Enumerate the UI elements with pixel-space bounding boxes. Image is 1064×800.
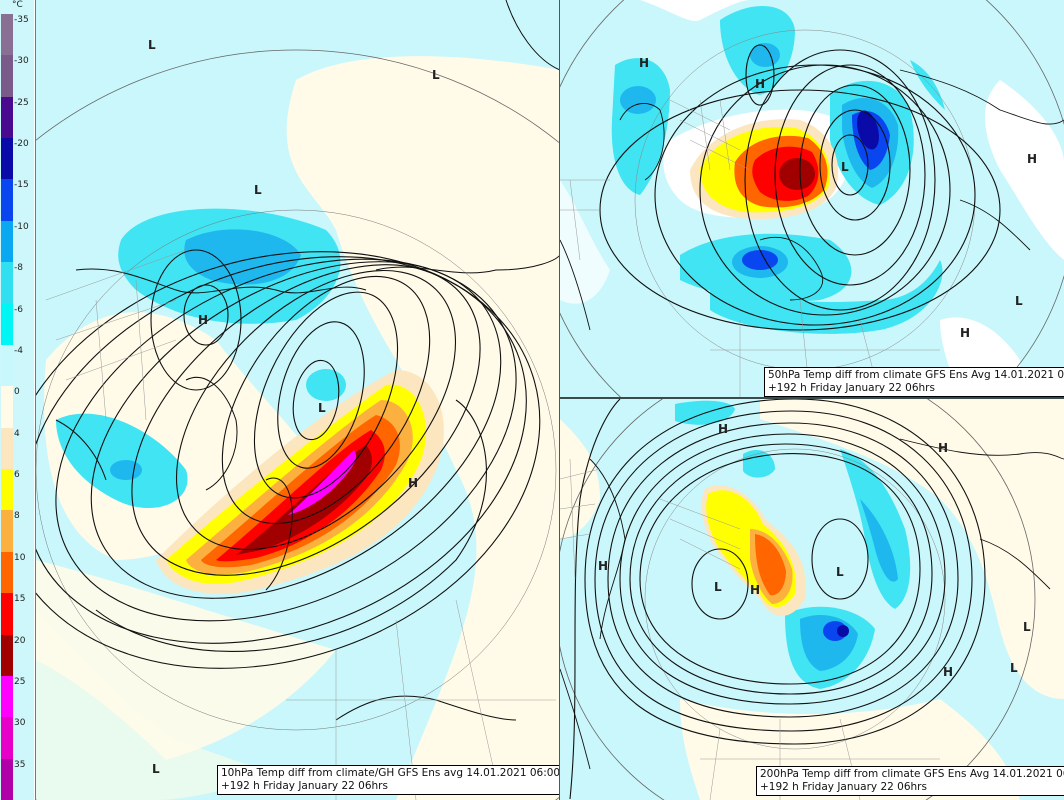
colorbar-swatch: [1, 551, 13, 594]
colorbar-swatch: [1, 220, 13, 263]
high-pressure-marker: H: [1027, 152, 1038, 166]
colorbar-tick-label: -15: [14, 180, 29, 191]
colorbar-tick-label: -8: [14, 263, 23, 274]
colorbar-swatch: [1, 469, 13, 511]
panel-divider-vertical: [559, 0, 560, 800]
colorbar-tick-label: 35: [14, 759, 26, 770]
colorbar-tick-label: 0: [14, 387, 20, 398]
high-pressure-marker: H: [938, 441, 949, 455]
colorbar-tick-label: -10: [14, 221, 29, 232]
colorbar-tick-label: 6: [14, 470, 20, 481]
colorbar-swatch: [1, 386, 13, 428]
caption-50hpa-line1: 50hPa Temp diff from climate GFS Ens Avg…: [768, 369, 1064, 381]
colorbar-swatch: [1, 510, 13, 552]
map-panel-50hpa: H H L H L H 50hPa Temp diff from climate GFS …: [560, 0, 1064, 397]
colorbar-tick-label: 30: [14, 718, 26, 729]
low-pressure-marker: L: [254, 183, 262, 197]
colorbar-swatch: [1, 14, 13, 56]
colorbar-swatch: [1, 55, 13, 97]
caption-10hpa-line2: +192 h Friday January 22 06hrs: [221, 780, 388, 792]
colorbar-swatch: [1, 303, 13, 345]
colorbar-tick-label: -20: [14, 139, 29, 150]
low-pressure-marker: L: [714, 580, 722, 594]
colorbar-swatch: [1, 717, 13, 759]
map-200hpa-graphics: [560, 399, 1064, 800]
caption-50hpa: 50hPa Temp diff from climate GFS Ens Avg…: [764, 367, 1064, 397]
high-pressure-marker: H: [408, 476, 419, 490]
colorbar-tick-label: -25: [14, 97, 29, 108]
colorbar-swatch: [1, 634, 13, 676]
colorbar-tick-label: 10: [14, 552, 26, 563]
high-pressure-marker: H: [755, 77, 766, 91]
colorbar-tick-label: -30: [14, 56, 29, 67]
colorbar-unit: °C: [12, 0, 23, 10]
high-pressure-marker: H: [198, 313, 209, 327]
colorbar-swatch: [1, 427, 13, 470]
low-pressure-marker: L: [1010, 661, 1018, 675]
map-panel-200hpa: H H H L H L L H L 200hPa Temp diff from climate …: [560, 399, 1064, 800]
low-pressure-marker: L: [152, 762, 160, 776]
caption-50hpa-line2: +192 h Friday January 22 06hrs: [768, 382, 935, 394]
colorbar-swatch: [1, 96, 13, 139]
map-50hpa-graphics: [560, 0, 1064, 397]
colorbar-tick-label: 15: [14, 594, 26, 605]
caption-200hpa-line1: 200hPa Temp diff from climate GFS Ens Av…: [760, 768, 1064, 780]
low-pressure-marker: L: [318, 401, 326, 415]
colorbar-swatch: [1, 262, 13, 304]
colorbar-tick-label: 25: [14, 676, 26, 687]
colorbar-swatch: [1, 138, 13, 180]
panel-divider-horizontal: [560, 397, 1064, 399]
map-panel-10hpa: L L L H L H L 10hPa Temp diff from climate/GH …: [35, 0, 560, 800]
low-pressure-marker: L: [1023, 620, 1031, 634]
colorbar-swatch: [1, 758, 13, 800]
high-pressure-marker: H: [960, 326, 971, 340]
high-pressure-marker: H: [750, 583, 761, 597]
high-pressure-marker: H: [943, 665, 954, 679]
colorbar-tick-label: -6: [14, 304, 23, 315]
colorbar-swatch: [1, 344, 13, 387]
low-pressure-marker: L: [841, 160, 849, 174]
colorbar-tick-label: -35: [14, 15, 29, 25]
caption-10hpa: 10hPa Temp diff from climate/GH GFS Ens …: [217, 765, 560, 795]
colorbar-swatch: [1, 179, 13, 221]
low-pressure-marker: L: [432, 68, 440, 82]
low-pressure-marker: L: [836, 565, 844, 579]
colorbar-tick-label: 20: [14, 635, 26, 646]
caption-10hpa-line1: 10hPa Temp diff from climate/GH GFS Ens …: [221, 767, 560, 779]
low-pressure-marker: L: [148, 38, 156, 52]
temperature-colorbar: °C -35 -30 -25 -20 -15 -10 -8 -6 -4 0 4 6 8 10 15 20 25 3…: [0, 0, 34, 800]
colorbar-swatch: [1, 675, 13, 718]
high-pressure-marker: H: [598, 559, 609, 573]
colorbar-tick-label: 8: [14, 511, 20, 522]
caption-200hpa: 200hPa Temp diff from climate GFS Ens Av…: [756, 766, 1064, 796]
caption-200hpa-line2: +192 h Friday January 22 06hrs: [760, 781, 927, 793]
high-pressure-marker: H: [718, 422, 729, 436]
map-10hpa-graphics: [36, 0, 560, 800]
low-pressure-marker: L: [1015, 294, 1023, 308]
colorbar-swatch: [1, 593, 13, 635]
colorbar-tick-label: 4: [14, 428, 20, 439]
colorbar-tick-label: -4: [14, 345, 23, 356]
high-pressure-marker: H: [639, 56, 650, 70]
